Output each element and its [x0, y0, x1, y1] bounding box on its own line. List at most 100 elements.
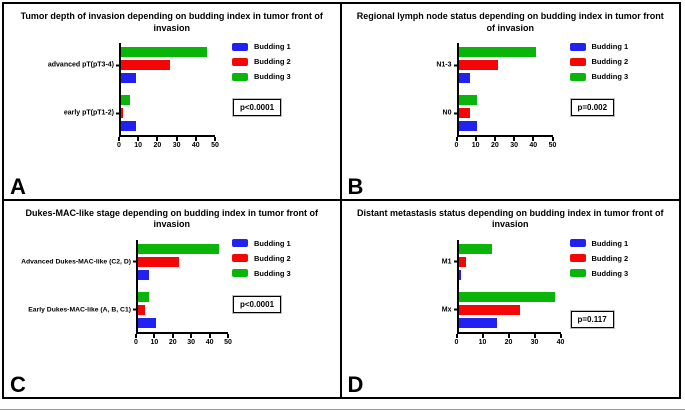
- bar-budding-3: [458, 291, 556, 302]
- x-axis-tick: [208, 333, 211, 338]
- category-label: advanced pT(pT3-4): [48, 62, 121, 69]
- legend-swatch-budding-2: [232, 254, 248, 262]
- bar-budding-2: [138, 256, 180, 267]
- x-axis-tick-label: 40: [205, 338, 214, 346]
- panel-a: Tumor depth of invasion depending on bud…: [4, 4, 342, 201]
- category-label-text: N0: [442, 109, 452, 117]
- panel-letter: A: [10, 173, 26, 199]
- bar-budding-2: [138, 304, 146, 315]
- legend-label: Budding 1: [591, 238, 629, 248]
- plot-area: M1 Mx: [442, 239, 561, 334]
- x-axis-tick: [507, 333, 510, 338]
- legend-swatch-budding-2: [569, 254, 586, 262]
- bar-budding-3: [121, 47, 208, 57]
- legend-and-stats: Budding 1 Budding 2 Budding 3 p=0.002: [569, 42, 676, 116]
- category-label: Early Dukes-MAC-like (A, B, C1): [28, 306, 138, 313]
- x-axis-tick-label: 0: [454, 142, 459, 149]
- x-axis-tick: [175, 137, 178, 141]
- bar-group: early pT(pT1-2): [64, 95, 215, 131]
- category-label-text: Advanced Dukes-MAC-like (C2, D): [21, 258, 131, 265]
- x-axis-tick: [481, 333, 484, 338]
- bar-budding-1: [138, 317, 156, 328]
- x-axis-tick-label: 0: [117, 142, 121, 149]
- legend-swatch-budding-2: [232, 57, 248, 66]
- x-axis-tick-label: 20: [153, 142, 162, 149]
- bar-group: N0: [443, 95, 553, 131]
- x-axis-tick-label: 10: [478, 338, 487, 346]
- x-axis: 0 10 20 30 40 50: [117, 137, 219, 153]
- x-axis: 0 10 20 30 40: [455, 333, 564, 350]
- x-axis: 0 10 20 30 40 50: [134, 333, 232, 350]
- category-tick-mark: [453, 260, 459, 263]
- category-tick-mark: [133, 308, 138, 311]
- legend-swatch-budding-2: [569, 57, 586, 66]
- bar-budding-1: [458, 317, 497, 328]
- x-axis-tick-label: 30: [172, 142, 181, 149]
- legend-label: Budding 2: [591, 57, 629, 66]
- legend-item: Budding 3: [232, 269, 338, 278]
- bar-budding-2: [458, 256, 467, 267]
- legend-item: Budding 2: [232, 57, 338, 66]
- bar-budding-1: [121, 121, 137, 131]
- category-label-text: Mx: [441, 306, 452, 313]
- x-axis-tick: [532, 137, 535, 141]
- panel-b: Regional lymph node status depending on …: [341, 4, 679, 201]
- legend-label: Budding 3: [254, 268, 291, 278]
- category-tick-mark: [453, 64, 459, 66]
- legend-item: Budding 3: [569, 268, 676, 278]
- x-axis-tick: [153, 333, 156, 338]
- category-label: Advanced Dukes-MAC-like (C2, D): [21, 258, 138, 265]
- bar-budding-3: [458, 95, 478, 105]
- panel-letter: C: [10, 372, 26, 397]
- legend-swatch-budding-1: [232, 239, 248, 247]
- legend-item: Budding 3: [569, 72, 676, 81]
- bar-group: N1-3: [436, 47, 553, 83]
- x-axis-tick-label: 50: [224, 338, 232, 346]
- plot-area: N1-3 N0: [436, 43, 553, 137]
- x-axis-tick: [214, 137, 216, 141]
- x-axis-tick-label: 40: [529, 142, 538, 149]
- legend-label: Budding 2: [591, 253, 629, 263]
- legend-label: Budding 1: [591, 42, 629, 51]
- legend-swatch-budding-3: [232, 72, 248, 81]
- bar-budding-3: [138, 243, 219, 254]
- category-label-text: early pT(pT1-2): [63, 109, 114, 117]
- bar-budding-3: [138, 291, 149, 302]
- x-axis-tick-label: 40: [556, 338, 565, 346]
- bar-group: Advanced Dukes-MAC-like (C2, D): [21, 243, 228, 280]
- legend-swatch-budding-3: [569, 269, 586, 277]
- x-axis-tick-label: 20: [168, 338, 177, 346]
- x-axis-tick-label: 50: [548, 142, 557, 149]
- category-label: Mx: [442, 306, 459, 313]
- bar-group: Mx: [442, 291, 561, 328]
- x-axis-tick: [493, 137, 496, 141]
- legend: Budding 1 Budding 2 Budding 3: [232, 239, 338, 278]
- legend-item: Budding 3: [232, 72, 338, 81]
- bar-budding-1: [458, 121, 478, 131]
- legend-swatch-budding-1: [569, 42, 586, 51]
- x-axis-tick: [559, 333, 562, 338]
- panel-c: Dukes-MAC-like stage depending on buddin…: [4, 200, 342, 397]
- bar-budding-3: [121, 95, 131, 105]
- bar-budding-2: [458, 60, 498, 70]
- x-axis-tick-label: 30: [510, 142, 518, 149]
- category-label-text: M1: [441, 258, 452, 265]
- figure-grid: Tumor depth of invasion depending on bud…: [2, 2, 681, 399]
- x-axis-tick: [227, 333, 229, 338]
- x-axis-tick: [171, 333, 174, 338]
- legend-label: Budding 1: [254, 238, 291, 248]
- legend-label: Budding 3: [254, 72, 291, 81]
- x-axis-tick: [137, 137, 140, 141]
- bar-group: M1: [442, 243, 561, 280]
- x-axis-tick: [118, 137, 120, 141]
- x-axis: 0 10 20 30 40 50: [454, 137, 556, 153]
- legend-swatch-budding-1: [569, 239, 586, 247]
- x-axis-tick: [135, 333, 137, 338]
- x-axis-tick-label: 10: [150, 338, 159, 346]
- x-axis-tick-label: 10: [134, 142, 143, 149]
- chart-title: Distant metastasis status depending on b…: [356, 207, 664, 230]
- legend-label: Budding 3: [591, 268, 629, 278]
- bar-budding-2: [121, 108, 123, 118]
- x-axis-tick-label: 40: [191, 142, 200, 149]
